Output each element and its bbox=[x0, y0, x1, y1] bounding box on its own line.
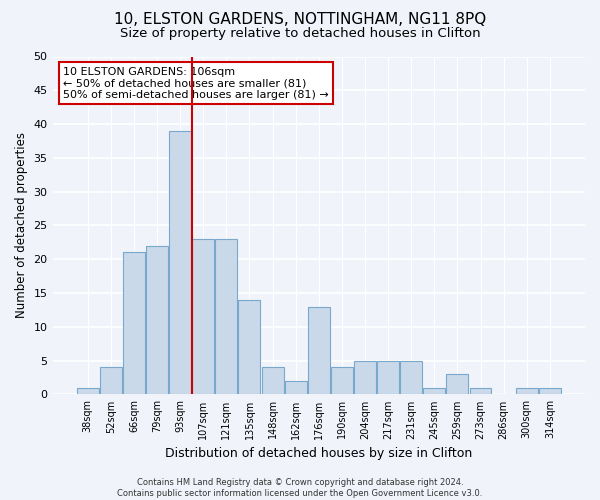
Bar bbox=[146, 246, 168, 394]
Bar bbox=[169, 131, 191, 394]
Text: 10 ELSTON GARDENS: 106sqm
← 50% of detached houses are smaller (81)
50% of semi-: 10 ELSTON GARDENS: 106sqm ← 50% of detac… bbox=[63, 66, 329, 100]
Bar bbox=[284, 381, 307, 394]
Bar bbox=[308, 306, 330, 394]
Bar bbox=[470, 388, 491, 394]
Bar bbox=[539, 388, 561, 394]
Bar bbox=[192, 239, 214, 394]
Bar bbox=[354, 360, 376, 394]
Text: 10, ELSTON GARDENS, NOTTINGHAM, NG11 8PQ: 10, ELSTON GARDENS, NOTTINGHAM, NG11 8PQ bbox=[114, 12, 486, 28]
Bar bbox=[100, 368, 122, 394]
Bar bbox=[331, 368, 353, 394]
Bar bbox=[238, 300, 260, 394]
Bar bbox=[400, 360, 422, 394]
Y-axis label: Number of detached properties: Number of detached properties bbox=[15, 132, 28, 318]
Text: Size of property relative to detached houses in Clifton: Size of property relative to detached ho… bbox=[119, 28, 481, 40]
Bar bbox=[215, 239, 238, 394]
X-axis label: Distribution of detached houses by size in Clifton: Distribution of detached houses by size … bbox=[165, 447, 472, 460]
Bar bbox=[123, 252, 145, 394]
Bar bbox=[377, 360, 399, 394]
Bar bbox=[516, 388, 538, 394]
Bar bbox=[446, 374, 469, 394]
Bar bbox=[262, 368, 284, 394]
Bar bbox=[77, 388, 98, 394]
Text: Contains HM Land Registry data © Crown copyright and database right 2024.
Contai: Contains HM Land Registry data © Crown c… bbox=[118, 478, 482, 498]
Bar bbox=[424, 388, 445, 394]
